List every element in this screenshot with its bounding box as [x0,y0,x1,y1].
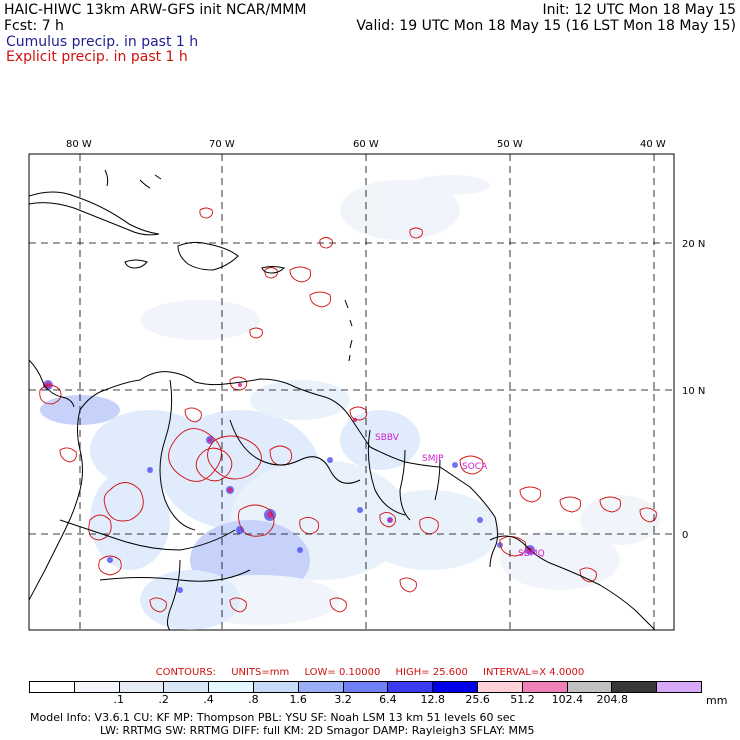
contour-high: HIGH= 25.600 [395,667,468,678]
colorbar-swatch [74,682,120,692]
colorbar-swatch [209,682,254,692]
colorbar-tick-label: .2 [158,693,169,706]
lon-label-70w: 70 W [209,139,235,150]
explicit-precip-contours [39,207,657,613]
colorbar-swatch [433,682,478,692]
colorbar-swatch [612,682,658,692]
station-sbbv: SBBV [375,433,400,443]
colorbar-tick-label: 6.4 [379,693,397,706]
init-time: Init: 12 UTC Mon 18 May 15 [542,2,736,18]
model-title: HAIC-HIWC 13km ARW-GFS init NCAR/MMM [4,2,307,18]
station-labels: SBBV SMJP SOCA SBMQ [375,433,545,559]
colorbar-swatch [298,682,344,692]
colorbar-swatch [388,682,434,692]
contour-units: UNITS=mm [231,667,290,678]
colorbar-swatch [343,682,389,692]
legend-explicit: Explicit precip. in past 1 h [6,49,188,65]
station-sbmq: SBMQ [518,549,545,559]
colorbar-swatch [119,682,165,692]
colorbar-tick-label: 102.4 [551,693,584,706]
station-smjp: SMJP [422,454,444,464]
colorbar-swatch [477,682,523,692]
colorbar-swatch [253,682,299,692]
colorbar-tick-label: 1.6 [289,693,307,706]
colorbar-tick-label: .4 [203,693,214,706]
colorbar-tick-label: .8 [248,693,259,706]
contour-low: LOW= 0.10000 [304,667,381,678]
precip-colorbar [29,681,702,693]
lon-label-60w: 60 W [353,139,379,150]
colorbar-swatch [567,682,613,692]
colorbar-unit: mm [706,694,728,707]
colorbar-swatch [522,682,568,692]
colorbar-tick-label: .1 [113,693,124,706]
colorbar-tick-label: 25.6 [465,693,490,706]
colorbar-swatch [30,682,75,692]
model-info-line2: LW: RRTMG SW: RRTMG DIFF: full KM: 2D Sm… [100,724,535,737]
lon-label-40w: 40 W [640,139,666,150]
colorbar-tick-label: 51.2 [510,693,535,706]
lon-label-80w: 80 W [66,139,92,150]
colorbar-tick-label: 12.8 [420,693,446,706]
colorbar-swatch [164,682,210,692]
contour-info: CONTOURS: UNITS=mm LOW= 0.10000 HIGH= 25… [0,667,740,678]
valid-time: Valid: 19 UTC Mon 18 May 15 (16 LST Mon … [356,18,736,34]
lat-lon-grid [29,154,674,630]
lat-labels: 20 N 10 N 0 [682,239,705,541]
legend-cumulus: Cumulus precip. in past 1 h [6,34,199,50]
contour-interval: INTERVAL=X 4.0000 [483,667,585,678]
colorbar-tick-label: 3.2 [334,693,352,706]
lat-label-0: 0 [682,530,688,541]
contour-label: CONTOURS: [155,667,216,678]
forecast-hour: Fcst: 7 h [4,18,64,34]
lat-label-10n: 10 N [682,386,705,397]
lat-label-20n: 20 N [682,239,705,250]
lon-label-50w: 50 W [497,139,523,150]
colorbar-swatch [657,682,701,692]
lon-labels: 80 W 70 W 60 W 50 W 40 W [66,139,666,150]
coastlines [29,169,656,630]
colorbar-tick-label: 204.8 [596,693,629,706]
model-info-line1: Model Info: V3.6.1 CU: KF MP: Thompson P… [30,711,516,724]
station-soca: SOCA [462,462,488,472]
